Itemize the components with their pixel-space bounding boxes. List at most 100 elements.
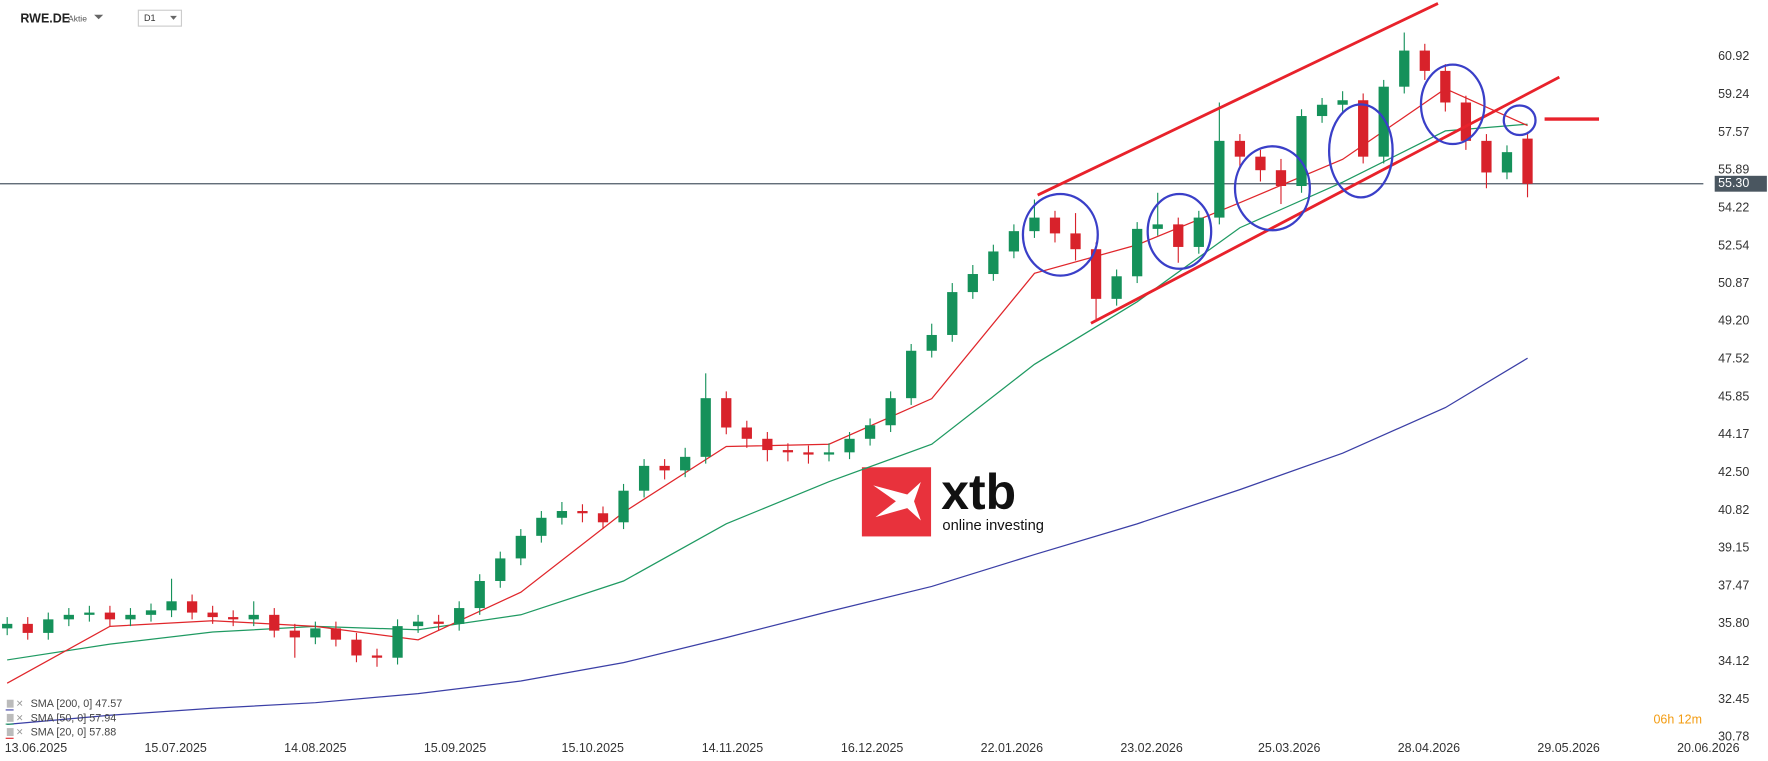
candle-body	[762, 438, 773, 451]
sma-line	[7, 357, 1528, 725]
y-tick-label: 49.20	[1718, 314, 1749, 328]
candle-body	[1049, 217, 1061, 234]
candle-body	[1214, 140, 1225, 218]
candle-body	[186, 601, 198, 613]
candle-body	[926, 334, 937, 351]
annotations	[1021, 2, 1600, 325]
y-tick-label: 57.57	[1718, 125, 1749, 139]
circle-marker	[1502, 104, 1537, 137]
candle-body	[289, 630, 300, 638]
candle-body	[967, 274, 978, 293]
circle-marker	[1146, 192, 1213, 270]
candle-body	[104, 612, 116, 620]
x-tick-label: 13.06.2025	[5, 741, 67, 755]
x-tick-label: 14.11.2025	[702, 741, 764, 755]
sma-line	[7, 123, 1528, 661]
candle-body	[269, 614, 280, 631]
candle-body	[43, 619, 54, 633]
interval: D1	[144, 13, 156, 23]
candle-body	[1440, 70, 1451, 103]
candle-body	[63, 614, 74, 620]
candle-body	[988, 251, 999, 275]
candle-body	[1378, 86, 1389, 157]
y-tick-label: 42.50	[1718, 465, 1749, 479]
x-tick-label: 25.03.2026	[1258, 741, 1320, 755]
logo: xtb online investing	[861, 464, 1044, 537]
candle-body	[1399, 50, 1410, 87]
candle-body	[1029, 217, 1040, 232]
circle-marker	[1021, 192, 1099, 277]
y-tick-label: 35.80	[1718, 616, 1749, 630]
legend-remove: ✕	[16, 699, 24, 709]
y-tick-label: 54.22	[1718, 200, 1749, 214]
candle-body	[1234, 140, 1246, 157]
plot-area: 60.92 59.24 57.57 55.89 54.22 52.54 50.87 49.20…	[0, 32, 1767, 755]
candle-body	[803, 452, 814, 455]
candle-body	[330, 628, 342, 640]
y-tick-label: 52.54	[1718, 238, 1749, 252]
x-tick-label: 20.06.2026	[1677, 741, 1739, 755]
y-tick-label: 40.82	[1718, 503, 1749, 517]
candle-body	[207, 612, 218, 618]
y-tick-label: 45.85	[1718, 389, 1749, 403]
candle-body	[947, 292, 958, 335]
candle-body	[556, 511, 568, 518]
candle-body	[885, 398, 896, 426]
candle-body	[2, 623, 13, 629]
y-tick-label: 37.47	[1718, 578, 1749, 592]
candle-body	[515, 535, 526, 559]
y-tick-label: 32.45	[1718, 692, 1749, 706]
candle-body	[638, 465, 650, 491]
candle-body	[84, 612, 95, 615]
symbol-dropdown[interactable]	[94, 14, 104, 20]
legend-remove: ✕	[16, 727, 24, 737]
candle-body	[1008, 231, 1020, 252]
candle-body	[782, 450, 794, 453]
candle-body	[1501, 152, 1513, 173]
y-tick-label: 30.78	[1718, 729, 1749, 743]
candle-body	[1193, 217, 1204, 247]
candle-body	[145, 610, 157, 615]
legend-entry: SMA [20, 0] 57.88	[31, 726, 117, 738]
candle-body	[1132, 228, 1143, 277]
x-tick-label: 23.02.2026	[1120, 741, 1182, 755]
x-tick-label: 15.09.2025	[424, 741, 486, 755]
x-tick-label: 22.01.2026	[981, 741, 1043, 755]
candle-body	[741, 427, 752, 439]
candle-body	[495, 558, 506, 581]
logo-tagline: online investing	[942, 518, 1044, 534]
candle-body	[618, 490, 629, 523]
sma-line	[6, 87, 1528, 684]
circle-marker	[1233, 145, 1311, 232]
candle-body	[433, 621, 444, 624]
candle-body	[454, 608, 465, 624]
candle-body	[474, 580, 485, 609]
candle-body	[125, 614, 136, 620]
candle-body	[1111, 276, 1122, 299]
symbol: RWE.DE	[20, 12, 70, 26]
candle-body	[1090, 249, 1102, 299]
candle-body	[1316, 104, 1328, 117]
legend-icon	[6, 713, 14, 722]
candle-body	[166, 601, 177, 611]
x-tick-label: 28.04.2026	[1398, 741, 1460, 755]
candle-body	[1460, 102, 1472, 141]
y-tick-label: 59.24	[1718, 87, 1749, 101]
circle-marker	[1327, 103, 1394, 199]
circle-marker	[1419, 63, 1486, 146]
interval-box[interactable]	[137, 9, 183, 27]
last-price-box	[1714, 175, 1767, 192]
candle-body	[228, 617, 239, 620]
candle-body	[22, 623, 33, 633]
candle-body	[823, 452, 835, 455]
candle-body	[844, 438, 855, 453]
candle-body	[1296, 116, 1307, 187]
y-tick-label: 55.89	[1718, 163, 1749, 177]
candle-body	[371, 655, 383, 658]
legend-remove: ✕	[16, 713, 24, 723]
candle-body	[659, 465, 670, 471]
candle-body	[412, 621, 424, 627]
legend-entry: SMA [50, 0] 57.94	[31, 712, 117, 724]
candle-body	[248, 614, 259, 620]
